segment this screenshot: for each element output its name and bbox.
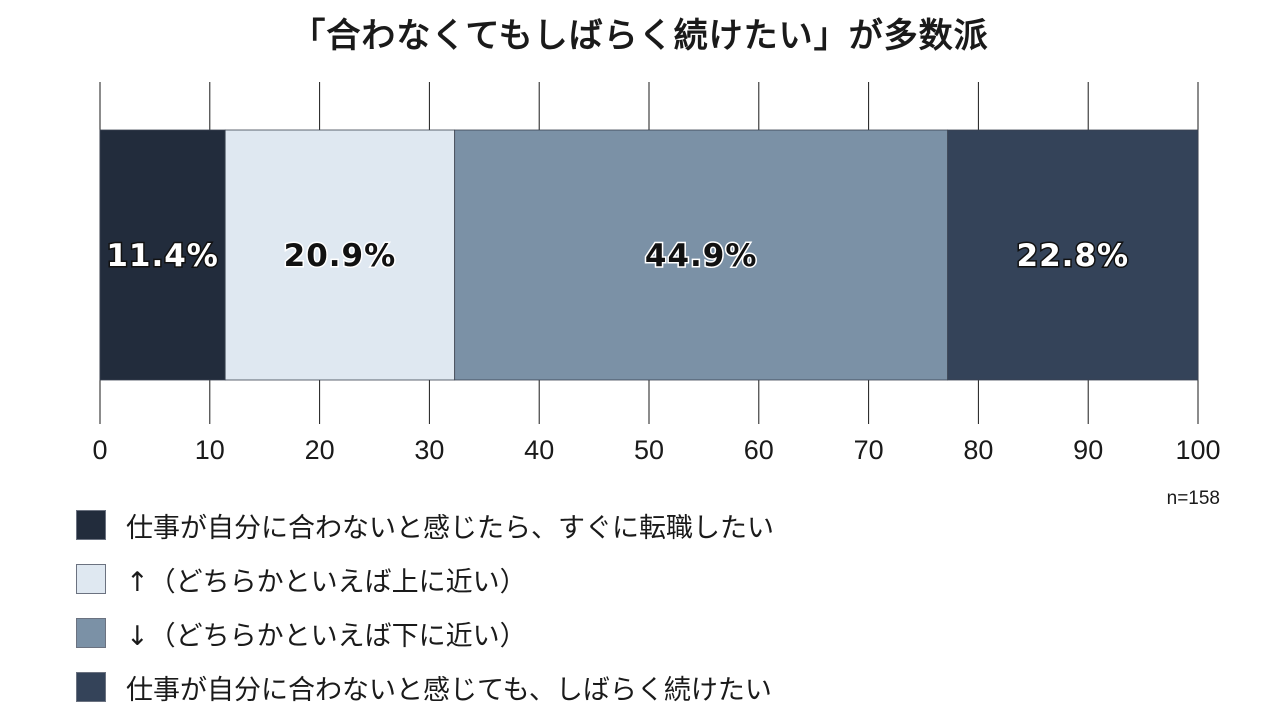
legend-swatch — [76, 510, 106, 540]
tick-label: 90 — [1073, 435, 1103, 465]
legend-swatch — [76, 618, 106, 648]
tick-label: 30 — [414, 435, 444, 465]
legend-swatch — [76, 564, 106, 594]
legend-swatch — [76, 672, 106, 702]
legend-label: ↓（どちらかといえば下に近い） — [126, 620, 527, 652]
bar-segment — [454, 129, 949, 381]
legend-item: 仕事が自分に合わないと感じたら、すぐに転職したい — [76, 498, 774, 552]
legend-item: ↓（どちらかといえば下に近い） — [76, 606, 774, 660]
stacked-bar-chart: 11.4% 20.9% 44.9% 22.8% 0 10 20 30 40 50 60 70 80 90 1… — [92, 82, 1221, 465]
bar-segment — [99, 129, 226, 381]
tick-label: 70 — [854, 435, 884, 465]
data-label: 44.9% — [645, 238, 758, 274]
data-label: 20.9% — [284, 238, 397, 274]
legend-item: 仕事が自分に合わないと感じても、しばらく続けたい — [76, 660, 774, 714]
legend-item: ↑（どちらかといえば上に近い） — [76, 552, 774, 606]
tick-label: 0 — [92, 435, 107, 465]
data-label: 22.8% — [1017, 238, 1130, 274]
tick-label: 20 — [305, 435, 335, 465]
legend-label: ↑（どちらかといえば上に近い） — [126, 566, 527, 598]
tick-label: 40 — [524, 435, 554, 465]
tick-label: 10 — [195, 435, 225, 465]
legend-label: 仕事が自分に合わないと感じても、しばらく続けたい — [126, 674, 772, 706]
tick-label: 50 — [634, 435, 664, 465]
data-label: 11.4% — [106, 238, 219, 274]
bar-segment — [947, 129, 1199, 381]
legend-label: 仕事が自分に合わないと感じたら、すぐに転職したい — [126, 512, 774, 544]
tick-label: 100 — [1175, 435, 1220, 465]
chart-title: 「合わなくてもしばらく続けたい」が多数派 — [291, 16, 989, 56]
tick-label: 60 — [744, 435, 774, 465]
sample-size-note: n=158 — [1166, 488, 1220, 509]
bar-segment — [224, 129, 456, 381]
legend: 仕事が自分に合わないと感じたら、すぐに転職したい ↑（どちらかといえば上に近い）… — [76, 498, 774, 714]
tick-label: 80 — [963, 435, 993, 465]
